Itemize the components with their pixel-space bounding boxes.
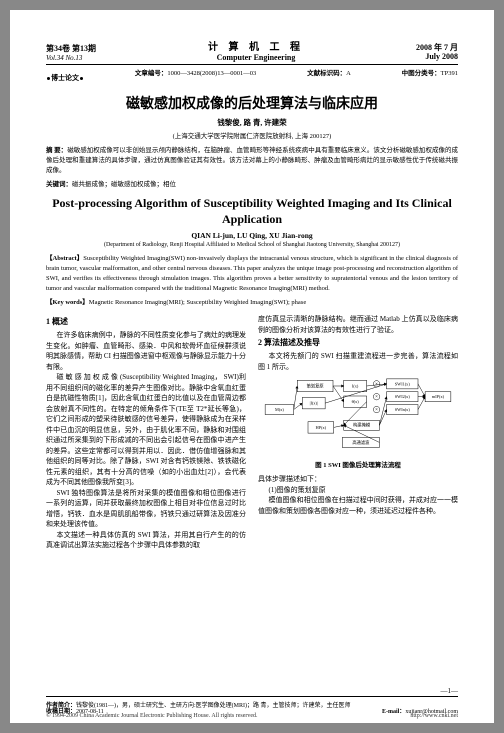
svg-text:|I(x)|: |I(x)| xyxy=(310,401,318,406)
keywords-cn: 关键词：磁共振成像；磁敏感加权成像；相位 xyxy=(46,178,458,188)
abstract-en: 【Abstract】Susceptibility Weighted Imagin… xyxy=(46,254,458,293)
fig1-caption: 图 1 SWI 图像后处理算法流程 xyxy=(258,461,458,471)
sec1-p2: 磁 敏 感 加 权 成 像 (Susceptibility Weighted I… xyxy=(46,372,246,488)
journal-cn: 计 算 机 工 程 xyxy=(208,38,304,53)
footer-rule xyxy=(46,696,458,697)
journal-en: Computer Engineering xyxy=(208,53,304,62)
header-left: 第34卷 第13期 Vol.34 No.13 xyxy=(46,44,96,62)
sec1-p1: 在许多临床病例中，静脉的不同性质变化参与了病灶的病理发生变化。如肿瘤、血管畸形、… xyxy=(46,330,246,372)
class-code: 中图分类号：TP391 xyxy=(402,67,458,83)
authors-en: QIAN Li-jun, LU Qing, XU Jian-rong xyxy=(46,231,458,240)
date-cn: 2008 年 7 月 xyxy=(416,43,458,53)
svg-text:θ(x): θ(x) xyxy=(352,400,360,405)
meta-row: 博士论文 文章编号：1000—3428(2008)13—0001—03 文献标识… xyxy=(46,67,458,83)
affil-en: (Department of Radiology, Renji Hospital… xyxy=(46,242,458,248)
title-en: Post-processing Algorithm of Susceptibil… xyxy=(46,196,458,227)
sec2-intro: 度仿真显示清晰的静脉结构。继而通过 Matlab 上仿真以及临床病例的图像分析对… xyxy=(258,314,458,335)
svg-text:高通滤波: 高通滤波 xyxy=(352,439,370,446)
svg-text:策划复原: 策划复原 xyxy=(307,383,325,390)
svg-text:HP(x): HP(x) xyxy=(316,425,327,430)
flowchart-svg: M(x) 策划复原 I(x) θ(x) HP(x) |I(x)| 构建掩模 SWI1(x) SW… xyxy=(258,376,458,455)
doc-code: 文献标识码：A xyxy=(307,67,351,83)
abstract-cn: 摘 要：磁敏感加权成像可以非创始显示颅内静脉结构，在脑肿瘤、血管畸形等神经系统疾… xyxy=(46,146,458,175)
svg-text:SWI1(x): SWI1(x) xyxy=(395,382,411,387)
vol-en: Vol.34 No.13 xyxy=(46,54,96,62)
svg-text:×: × xyxy=(375,408,378,413)
cnki-url: http://www.cnki.net xyxy=(410,713,458,719)
page: 第34卷 第13期 Vol.34 No.13 计 算 机 工 程 Compute… xyxy=(10,10,494,723)
svg-text:mIP(x): mIP(x) xyxy=(432,395,445,400)
keywords-en: 【Key words】Magnetic Resonance Imaging(MR… xyxy=(46,296,458,306)
col-right: 度仿真显示清晰的静脉结构。继而通过 Matlab 上仿真以及临床病例的图像分析对… xyxy=(258,314,458,551)
svg-text:×: × xyxy=(375,396,378,401)
date-en: July 2008 xyxy=(416,52,458,62)
authors-cn: 钱黎俊, 路 青, 许建荣 xyxy=(46,117,458,128)
header-center: 计 算 机 工 程 Computer Engineering xyxy=(208,38,304,62)
sub21-title: 具体步骤描述如下： xyxy=(258,474,458,485)
figure-1: M(x) 策划复原 I(x) θ(x) HP(x) |I(x)| 构建掩模 SWI1(x) SW… xyxy=(258,376,458,470)
sub21-a: (1)图像的策划复原 xyxy=(258,485,458,496)
doc-id: 文章编号：1000—3428(2008)13—0001—03 xyxy=(135,67,256,83)
svg-text:SWIn(x): SWIn(x) xyxy=(395,407,411,412)
affil-cn: (上海交通大学医学院附属仁济医院放射科, 上海 200127) xyxy=(46,130,458,140)
sec2-p1: 本文将先额门的 SWI 扫描重建流程进一步完善，算法流程如图 1 所示。 xyxy=(258,351,458,372)
copyright-text: © 1994-2009 China Academic Journal Elect… xyxy=(46,713,258,719)
page-number: —1— xyxy=(441,687,459,695)
sub21-b: 模值图像和相位图像在扫描过程中间时获得，并成对应一一模值图像和策划图像各图像对应… xyxy=(258,495,458,516)
vol-cn: 第34卷 第13期 xyxy=(46,44,96,54)
sec1-title: 1 概述 xyxy=(46,316,246,328)
sec1-p4: 本文描述一种具体仿真的 SWI 算法，并用其自行产生的的仿真准调试出算法实施过程… xyxy=(46,530,246,551)
header: 第34卷 第13期 Vol.34 No.13 计 算 机 工 程 Compute… xyxy=(46,38,458,65)
sec1-p3: SWI 独特图像算法是将所对采集的模值图像和相位图像进行一系列的运算，同并获取最… xyxy=(46,488,246,530)
svg-text:构建掩模: 构建掩模 xyxy=(353,422,371,429)
sec2-title: 2 算法描述及推导 xyxy=(258,337,458,349)
copyright: © 1994-2009 China Academic Journal Elect… xyxy=(46,713,458,719)
svg-text:SWI2(x): SWI2(x) xyxy=(395,395,411,400)
section-label: 博士论文 xyxy=(46,73,84,83)
svg-text:I(x): I(x) xyxy=(352,384,359,389)
body-columns: 1 概述 在许多临床病例中，静脉的不同性质变化参与了病灶的病理发生变化。如肿瘤、… xyxy=(46,314,458,551)
col-left: 1 概述 在许多临床病例中，静脉的不同性质变化参与了病灶的病理发生变化。如肿瘤、… xyxy=(46,314,246,551)
title-cn: 磁敏感加权成像的后处理算法与临床应用 xyxy=(46,93,458,113)
svg-text:M(x): M(x) xyxy=(275,407,284,412)
header-right: 2008 年 7 月 July 2008 xyxy=(416,43,458,62)
